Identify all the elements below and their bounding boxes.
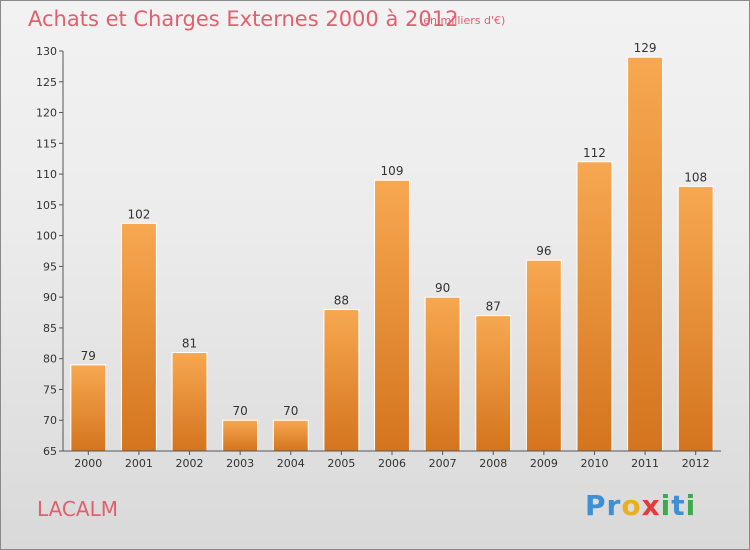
x-tick-label-2002: 2002 [176,457,204,470]
bar-2009 [525,259,562,452]
data-label-2008: 87 [486,300,501,314]
x-tick-label-2007: 2007 [429,457,457,470]
y-tick-label: 65 [43,445,57,458]
bar-2002 [171,352,208,452]
y-tick-label: 75 [43,383,57,396]
bar-2003 [222,419,259,452]
x-tick-label-2006: 2006 [378,457,406,470]
x-tick-label-2004: 2004 [277,457,305,470]
y-tick-label: 90 [43,291,57,304]
data-label-2000: 79 [81,349,96,363]
logo-letter: x [641,489,661,522]
logo-letter: i [685,489,697,522]
x-tick-label-2012: 2012 [682,457,710,470]
logo-letter: t [671,489,686,522]
bar-2008 [475,315,512,452]
y-tick-label: 115 [36,137,57,150]
data-label-2003: 70 [233,404,248,418]
logo-letter: P [585,489,607,522]
y-tick-label: 105 [36,199,57,212]
data-label-2001: 102 [127,207,150,221]
bar-2007 [424,296,461,452]
x-tick-label-2003: 2003 [226,457,254,470]
y-tick-label: 100 [36,230,57,243]
data-label-2006: 109 [381,164,404,178]
bar-2006 [374,179,410,452]
data-label-2009: 96 [536,244,551,258]
x-tick-label-2005: 2005 [327,457,355,470]
bar-2011 [627,56,664,452]
x-tick-label-2011: 2011 [631,457,659,470]
bar-2012 [677,185,714,452]
x-tick-label-2001: 2001 [125,457,153,470]
y-tick-label: 125 [36,76,57,89]
proxiti-logo: Proxiti [585,489,696,522]
x-tick-label-2010: 2010 [580,457,608,470]
logo-letter: r [606,489,622,522]
bar-2010 [576,161,613,452]
data-label-2005: 88 [334,293,349,307]
data-label-2011: 129 [634,41,657,55]
data-label-2002: 81 [182,337,197,351]
y-tick-label: 130 [36,45,57,58]
data-label-2012: 108 [684,170,707,184]
chart-title: Achats et Charges Externes 2000 à 2012 [28,7,459,31]
x-tick-label-2008: 2008 [479,457,507,470]
y-tick-label: 120 [36,107,57,120]
y-tick-label: 85 [43,322,57,335]
location-label: LACALM [37,497,118,521]
bar-2001 [120,222,157,452]
data-label-2010: 112 [583,146,606,160]
x-tick-label-2009: 2009 [530,457,558,470]
y-tick-label: 95 [43,260,57,273]
logo-letter: o [621,489,642,522]
x-tick-label-2000: 2000 [74,457,102,470]
data-label-2007: 90 [435,281,450,295]
bar-2005 [323,308,360,452]
chart-subtitle: (en milliers d'€) [419,14,506,27]
y-tick-label: 110 [36,168,57,181]
bar-2004 [272,419,309,452]
y-tick-label: 80 [43,353,57,366]
y-tick-label: 70 [43,414,57,427]
bar-2000 [70,364,107,452]
logo-letter: i [660,489,672,522]
data-label-2004: 70 [283,404,298,418]
